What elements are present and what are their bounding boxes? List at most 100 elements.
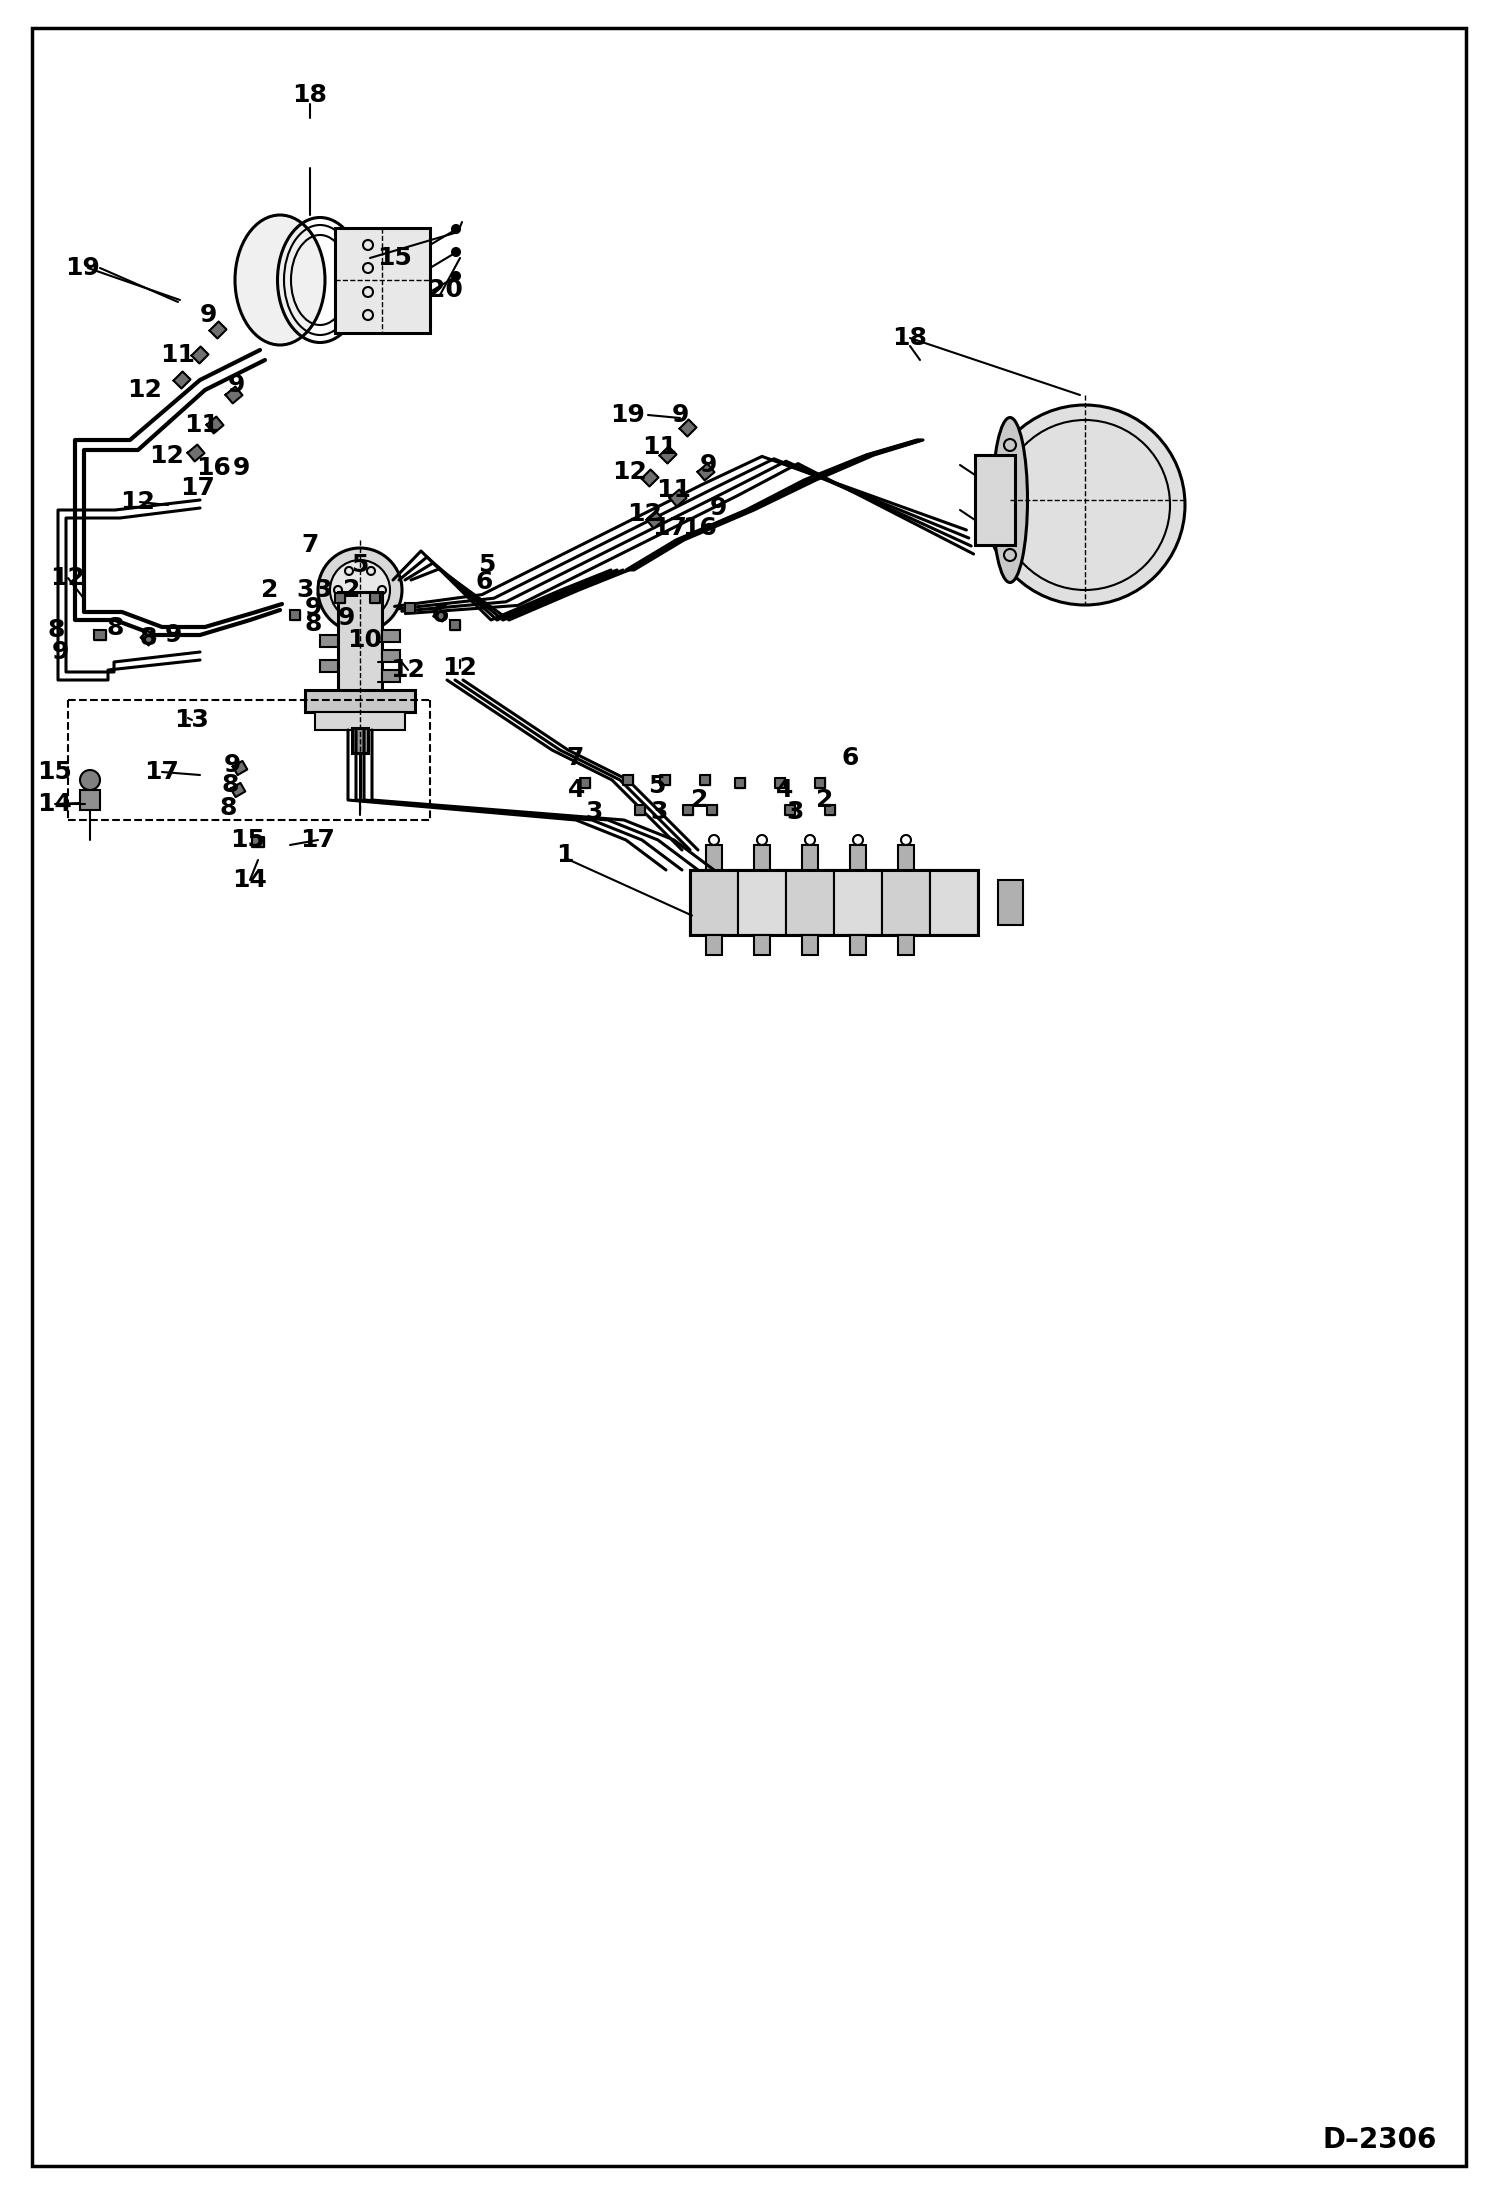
Text: 9: 9 — [228, 373, 244, 397]
Text: 12: 12 — [127, 377, 162, 402]
Bar — [998, 880, 1023, 926]
Circle shape — [79, 770, 100, 790]
Text: 16: 16 — [196, 456, 231, 480]
Text: 6: 6 — [431, 603, 449, 627]
Bar — [897, 845, 914, 871]
Text: 9: 9 — [304, 597, 322, 621]
Polygon shape — [815, 779, 824, 788]
Text: 2: 2 — [691, 788, 709, 812]
Polygon shape — [187, 445, 205, 461]
Text: 3: 3 — [297, 577, 313, 601]
Polygon shape — [192, 347, 208, 364]
Bar — [706, 845, 722, 871]
Text: 9: 9 — [700, 452, 716, 476]
Text: 5: 5 — [649, 774, 665, 799]
Text: 9: 9 — [51, 641, 69, 665]
Text: 3: 3 — [315, 577, 331, 601]
Text: 12: 12 — [391, 658, 425, 682]
Text: 15: 15 — [377, 246, 412, 270]
Text: 17: 17 — [301, 827, 336, 851]
Text: 12: 12 — [628, 502, 662, 527]
Text: 20: 20 — [427, 279, 463, 303]
Polygon shape — [698, 463, 715, 480]
Text: 5: 5 — [352, 553, 369, 577]
Circle shape — [318, 548, 401, 632]
Circle shape — [986, 406, 1185, 606]
Bar — [382, 649, 400, 663]
Polygon shape — [580, 779, 590, 788]
Bar — [801, 845, 818, 871]
Bar — [306, 689, 415, 713]
Polygon shape — [174, 371, 190, 388]
Text: 15: 15 — [37, 759, 72, 783]
Text: D–2306: D–2306 — [1323, 2126, 1437, 2155]
Bar — [321, 634, 339, 647]
Bar — [801, 935, 818, 954]
Text: 4: 4 — [776, 779, 794, 803]
Text: 12: 12 — [51, 566, 85, 590]
Text: 16: 16 — [683, 516, 718, 540]
Text: 5: 5 — [478, 553, 496, 577]
Text: 19: 19 — [611, 404, 646, 428]
Text: 8: 8 — [139, 625, 157, 649]
Text: 12: 12 — [442, 656, 478, 680]
Polygon shape — [433, 608, 446, 621]
Text: 19: 19 — [66, 257, 100, 281]
Text: 10: 10 — [348, 627, 382, 652]
Circle shape — [452, 272, 460, 281]
Bar — [382, 669, 400, 682]
Text: 9: 9 — [223, 753, 241, 777]
Polygon shape — [289, 610, 300, 619]
Text: 15: 15 — [231, 827, 265, 851]
Text: 8: 8 — [48, 619, 64, 643]
Polygon shape — [776, 779, 785, 788]
Bar — [706, 935, 722, 954]
Text: 8: 8 — [106, 617, 124, 641]
Polygon shape — [623, 774, 632, 785]
Text: 9: 9 — [165, 623, 181, 647]
Bar — [739, 871, 786, 935]
Bar — [691, 871, 739, 935]
Polygon shape — [231, 783, 246, 796]
Polygon shape — [252, 838, 264, 847]
Circle shape — [452, 248, 460, 257]
Text: 17: 17 — [653, 516, 688, 540]
Polygon shape — [785, 805, 794, 816]
Polygon shape — [226, 386, 243, 404]
Text: 11: 11 — [656, 478, 692, 502]
Bar — [849, 935, 866, 954]
Polygon shape — [641, 470, 659, 487]
Bar — [753, 935, 770, 954]
Text: 4: 4 — [568, 779, 586, 803]
Bar — [849, 845, 866, 871]
Text: 12: 12 — [120, 489, 156, 513]
Circle shape — [330, 559, 389, 621]
Bar — [786, 871, 834, 935]
Text: 9: 9 — [710, 496, 727, 520]
Text: 17: 17 — [145, 759, 180, 783]
Polygon shape — [736, 779, 745, 788]
Text: 12: 12 — [150, 443, 184, 467]
Text: 9: 9 — [199, 303, 217, 327]
Bar — [691, 871, 978, 935]
Bar — [315, 713, 404, 731]
Ellipse shape — [993, 417, 1028, 581]
Polygon shape — [647, 511, 664, 529]
Polygon shape — [683, 805, 692, 816]
Polygon shape — [334, 592, 345, 603]
Polygon shape — [701, 774, 710, 785]
Polygon shape — [370, 592, 380, 603]
Text: 13: 13 — [175, 709, 210, 733]
Text: 7: 7 — [566, 746, 584, 770]
Polygon shape — [661, 774, 670, 785]
Bar — [897, 935, 914, 954]
Polygon shape — [141, 630, 156, 645]
Polygon shape — [207, 417, 223, 434]
Bar — [975, 454, 1016, 544]
Polygon shape — [232, 761, 247, 774]
Polygon shape — [94, 630, 105, 641]
Text: 9: 9 — [337, 606, 355, 630]
Bar — [336, 228, 430, 333]
Circle shape — [452, 226, 460, 233]
Text: 3: 3 — [650, 801, 668, 825]
